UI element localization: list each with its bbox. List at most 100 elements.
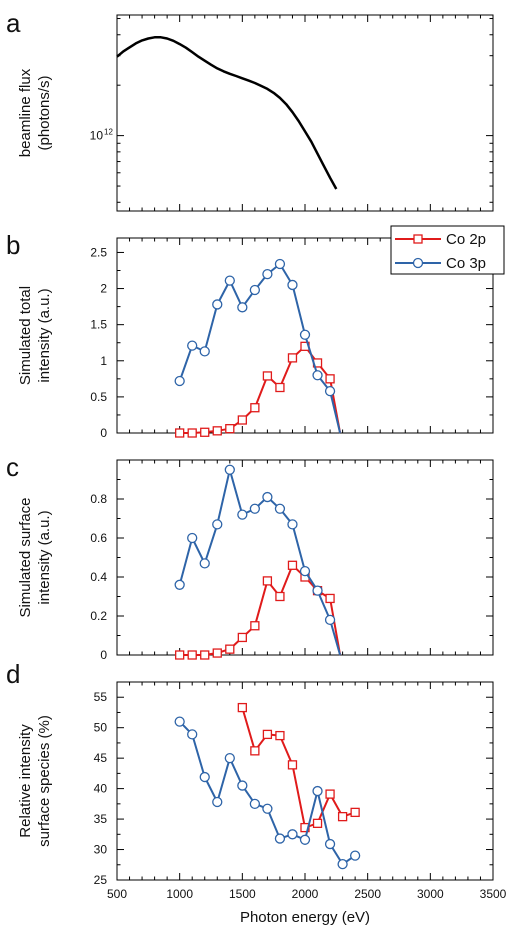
panel-d: d 25 30 35 40 45 50 55 Relative intensity surface… (6, 659, 507, 926)
y-tick-label: 35 (94, 812, 108, 826)
data-point-co-2p (225, 644, 235, 654)
y-tick-label: 45 (94, 751, 108, 765)
data-point-co-2p (262, 576, 273, 586)
series-line-co-3p (178, 263, 342, 434)
x-tick-label: 1500 (229, 887, 256, 901)
data-point-co-3p (187, 532, 198, 544)
x-tick-label: 3500 (480, 887, 507, 901)
data-point-co-3p (249, 798, 261, 809)
y-axis-label-line: beamline flux (17, 68, 34, 157)
y-axis-label-line: intensity (a.u.) (36, 288, 53, 382)
plot-frame (116, 14, 494, 212)
data-point-co-3p (224, 753, 235, 764)
y-axis-label-line: Simulated total (17, 286, 34, 385)
data-point-co-3p (299, 566, 311, 577)
series-line-flux (116, 36, 338, 190)
data-point-co-2p (200, 650, 210, 660)
x-tick-label: 2500 (354, 887, 381, 901)
data-point-co-2p (287, 760, 298, 770)
legend: Co 2p Co 3p (390, 225, 505, 275)
panel-letter: a (6, 8, 21, 38)
data-point-co-3p (212, 519, 223, 530)
data-point-co-3p (287, 829, 298, 840)
y-tick-label: 40 (94, 782, 108, 796)
x-tick-label: 500 (107, 887, 127, 901)
y-tick-label: 0 (100, 426, 107, 440)
data-point-co-3p (174, 716, 185, 727)
y-tick-label: 1.5 (90, 318, 107, 332)
y-tick-label: 10 (90, 129, 104, 143)
data-point-co-3p (262, 491, 273, 503)
data-point-co-2p (237, 702, 247, 713)
data-point-co-3p (199, 558, 210, 569)
data-point-co-3p (312, 585, 323, 596)
x-axis-label: Photon energy (eV) (240, 909, 370, 926)
data-point-co-3p (224, 464, 235, 475)
data-point-co-3p (187, 340, 198, 351)
series-line-co-2p (179, 564, 342, 656)
data-point-co-3p (212, 299, 223, 310)
y-tick-label: 25 (94, 873, 108, 887)
data-point-co-3p (312, 785, 323, 797)
data-point-co-2p (287, 353, 298, 363)
data-point-co-2p (275, 730, 285, 741)
y-axis-label: Relative intensity surface species (%) (17, 715, 53, 847)
data-point-co-2p (237, 415, 247, 425)
data-point-co-3p (249, 503, 261, 514)
y-axis-label: Simulated total intensity (a.u.) (17, 286, 53, 385)
y-axis-label-line: Simulated surface (17, 497, 34, 617)
y-tick-label: 0.4 (90, 570, 107, 584)
y-tick-label: 0.5 (90, 390, 107, 404)
data-point-co-3p (274, 833, 286, 844)
y-tick-label: 50 (94, 721, 108, 735)
y-axis-label-line: (photons/s) (36, 75, 53, 150)
y-tick-label: 2 (100, 282, 107, 296)
y-axis-label: Simulated surface intensity (a.u.) (17, 497, 53, 617)
legend-label: Co 2p (446, 231, 486, 248)
data-point-co-3p (274, 258, 286, 270)
data-point-co-3p (262, 803, 273, 814)
series-line-co-2p (241, 707, 356, 829)
data-point-co-3p (199, 771, 210, 783)
legend-box (390, 225, 505, 275)
data-point-co-3p (224, 275, 235, 286)
data-point-co-2p (312, 818, 323, 828)
data-point-co-2p (187, 650, 197, 660)
y-tick-label: 0.8 (90, 492, 107, 506)
panel-a: a 10 12 beamline flux (photons/s) (6, 8, 494, 212)
data-point-co-3p (274, 503, 286, 514)
data-point-co-3p (337, 859, 348, 870)
legend-label: Co 3p (446, 255, 486, 272)
data-point-co-2p (275, 382, 285, 393)
y-tick-label: 0 (100, 648, 107, 662)
data-point-co-2p (212, 648, 222, 658)
data-point-co-3p (174, 375, 185, 387)
y-axis-label-line: surface species (%) (36, 715, 53, 847)
data-point-co-3p (299, 834, 311, 845)
y-tick-label: 0.6 (90, 531, 107, 545)
data-point-co-2p (175, 650, 185, 660)
data-point-co-2p (325, 789, 335, 799)
data-point-co-2p (262, 371, 273, 381)
data-point-co-3p (262, 268, 273, 280)
panel-c: c 0 0.2 0.4 0.6 0.8 Simulated surface intensity… (6, 452, 494, 662)
data-point-co-3p (212, 796, 223, 808)
y-tick-label: 30 (94, 843, 108, 857)
data-point-co-3p (287, 519, 298, 530)
data-point-co-2p (250, 621, 260, 631)
data-point-co-2p (250, 746, 260, 756)
data-point-co-3p (299, 329, 311, 340)
data-point-co-3p (312, 370, 323, 381)
data-point-co-3p (237, 509, 248, 520)
data-point-co-3p (187, 729, 198, 740)
y-axis-label: beamline flux (photons/s) (17, 68, 53, 157)
data-point-co-2p (200, 427, 210, 437)
data-point-co-2p (212, 426, 222, 436)
data-point-co-2p (275, 591, 285, 602)
panel-letter: b (6, 230, 20, 260)
data-point-co-2p (175, 428, 185, 438)
plot-frame (116, 459, 494, 656)
data-point-co-3p (199, 346, 210, 357)
data-point-co-2p (287, 560, 298, 570)
